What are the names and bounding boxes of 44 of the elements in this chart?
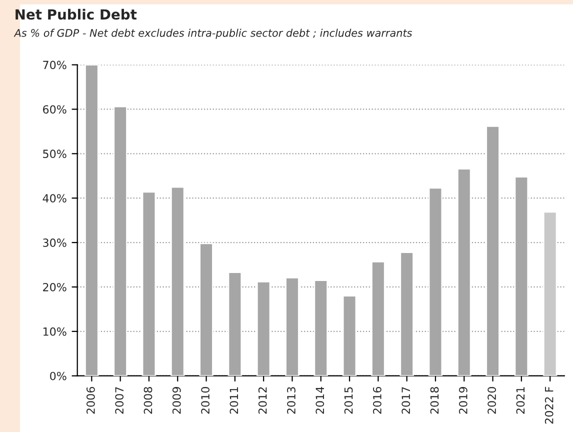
bar [199, 242, 214, 376]
bar [142, 191, 156, 376]
bar [170, 186, 185, 376]
bar [486, 125, 500, 376]
y-tick-label: 60% [43, 105, 66, 114]
x-tick-label: 2010 [201, 386, 210, 414]
bar [456, 168, 472, 376]
x-tick-label: 2017 [402, 387, 410, 414]
y-tick-label: 50% [43, 150, 66, 158]
x-tick-label: 2020 [488, 386, 496, 414]
x-tick-label: 2018 [430, 387, 439, 414]
y-tick-label: 70% [43, 60, 66, 70]
x-tick-label: 2012 [258, 387, 267, 414]
bar [342, 295, 357, 376]
bar [285, 276, 300, 376]
bar [314, 280, 328, 376]
x-tick-label: 2016 [373, 386, 382, 414]
y-tick-label: 10% [43, 327, 66, 336]
bar [514, 176, 529, 376]
x-tick-label: 2022 F [544, 386, 554, 424]
bar [428, 187, 443, 376]
x-tick-label: 2008 [144, 387, 152, 414]
bar [400, 252, 414, 376]
x-tick-label: 2006 [86, 386, 95, 414]
x-tick-label: 2019 [458, 387, 468, 414]
x-tick-label: 2015 [344, 387, 353, 414]
bar [542, 211, 558, 376]
bar [228, 272, 242, 376]
bar [84, 64, 99, 376]
chart-title: Net Public Debt [16, 8, 137, 20]
y-tick-label: 20% [43, 282, 66, 292]
x-tick-label: 2009 [172, 387, 181, 414]
bar [371, 260, 386, 376]
x-tick-label: 2013 [287, 387, 296, 414]
x-tick-label: 2014 [316, 386, 324, 414]
x-tick-label: 2021 [516, 387, 525, 414]
y-tick-label: 40% [42, 194, 66, 202]
y-tick-label: 30% [43, 238, 66, 247]
bar [256, 280, 271, 376]
x-tick-label: 2007 [115, 387, 124, 414]
x-tick-label: 2011 [230, 387, 238, 414]
chart-subtitle: As % of GDP - Net debt excludes intra-public sector debt ; includes warrants [14, 28, 412, 39]
bar [113, 106, 128, 376]
y-tick-label: 0% [50, 372, 66, 380]
